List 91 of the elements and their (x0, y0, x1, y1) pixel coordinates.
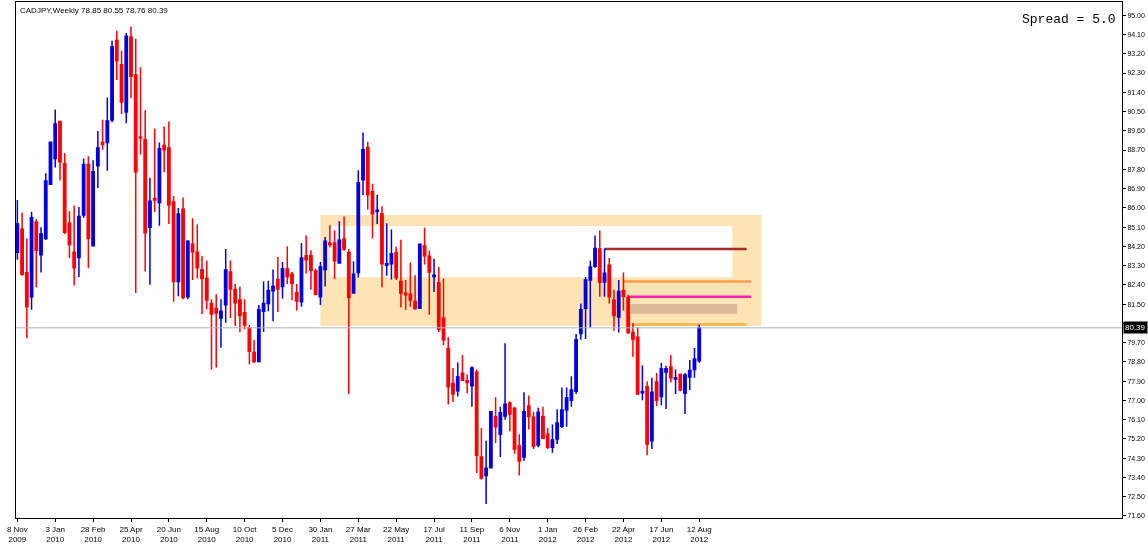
candlestick (181, 196, 185, 301)
candlestick (375, 194, 380, 225)
x-tick-label: 3 Jan 2010 (45, 524, 66, 544)
candlestick (124, 32, 129, 125)
text: CADJPY,Weekly 78.85 80.55 78.76 80.39 (20, 6, 169, 16)
candlestick (597, 229, 602, 298)
candlestick (86, 155, 91, 270)
candlestick (484, 440, 489, 505)
x-tick-label: 10 Oct 2010 (232, 524, 258, 544)
candlestick (34, 218, 39, 288)
candlestick (190, 217, 195, 281)
candlestick (654, 372, 659, 407)
candlestick (95, 130, 100, 189)
candlestick (81, 157, 86, 219)
candlestick (77, 206, 81, 278)
candlestick (247, 324, 252, 365)
candlestick (659, 362, 664, 407)
candlestick (455, 361, 460, 398)
candlestick (337, 220, 342, 265)
candlestick (346, 248, 351, 395)
x-tick-label: 5 Dec 2010 (272, 524, 293, 544)
x-tick-label: 8 Nov 2009 (6, 524, 28, 544)
x-tick-label: 22 May 2011 (383, 524, 410, 544)
candlestick (16, 199, 20, 261)
candlestick (148, 177, 152, 286)
candlestick (668, 354, 673, 384)
x-tick-label: 30 Jan 2011 (308, 524, 333, 544)
candlestick (223, 248, 228, 324)
x-tick-label: 22 Apr 2012 (611, 524, 636, 544)
candlestick (413, 274, 418, 311)
candlestick (493, 396, 498, 444)
candlestick (342, 215, 346, 252)
candlestick (612, 288, 616, 332)
candlestick (195, 223, 200, 280)
candlestick (649, 376, 654, 450)
candlestick (522, 391, 526, 462)
candlestick (219, 298, 223, 349)
candlestick (252, 339, 257, 364)
x-tick-label: 25 Apr 2010 (119, 524, 143, 544)
candlestick (432, 257, 436, 293)
candlestick (488, 410, 493, 470)
x-tick-label: 15 Aug 2010 (194, 524, 220, 544)
candlestick (91, 159, 96, 247)
candlestick (678, 372, 683, 393)
candlestick (332, 229, 337, 280)
candlestick (417, 242, 422, 310)
candlestick (380, 205, 384, 288)
candlestick (384, 222, 389, 277)
x-tick-label: 28 Feb 2010 (80, 524, 107, 544)
candlestick (607, 257, 612, 305)
x-tick-label: 11 Sep 2011 (459, 524, 485, 544)
x-tick-label: 6 Nov 2011 (499, 524, 521, 544)
x-tick-label: 17 Jun 2012 (649, 524, 674, 544)
candlestick (143, 109, 148, 273)
annotation: Spread = 5.0 (1022, 12, 1116, 27)
candlestick (673, 368, 678, 395)
candlestick (602, 247, 607, 298)
candlestick (204, 259, 209, 310)
candlestick (114, 29, 119, 81)
candlestick (294, 283, 299, 312)
candlestick (100, 118, 105, 151)
x-tick-label: 17 Jul 2011 (423, 524, 445, 544)
candlestick (209, 298, 214, 371)
candlestick (474, 368, 479, 474)
x-tick-label: 20 Jun 2010 (156, 524, 181, 544)
candlestick (536, 407, 541, 448)
candlestick (356, 169, 361, 279)
candlestick (185, 239, 190, 301)
candlestick (152, 127, 157, 213)
candlestick (640, 364, 645, 402)
candlestick (394, 245, 399, 281)
candlestick (214, 293, 219, 369)
candlestick (578, 302, 583, 341)
candlestick (635, 326, 640, 396)
candlestick (275, 256, 280, 313)
candlestick (361, 131, 365, 196)
candlestick (645, 380, 650, 457)
x-tick-label: 12 Aug 2012 (686, 524, 712, 544)
candlestick (470, 365, 474, 408)
candlestick (616, 279, 621, 334)
candlestick (176, 207, 181, 297)
candlestick (72, 204, 77, 287)
x-tick-label: 27 Mar 2011 (345, 524, 372, 544)
candlestick (58, 119, 62, 182)
candlestick (446, 336, 451, 406)
ref-line-label: 80.39 (1125, 323, 1146, 332)
x-tick-label: 26 Feb 2012 (573, 524, 599, 544)
x-tick-label: 1 Jan 2012 (537, 524, 558, 544)
candlestick (408, 261, 413, 308)
candlestick (621, 271, 626, 312)
candlestick (479, 427, 484, 481)
